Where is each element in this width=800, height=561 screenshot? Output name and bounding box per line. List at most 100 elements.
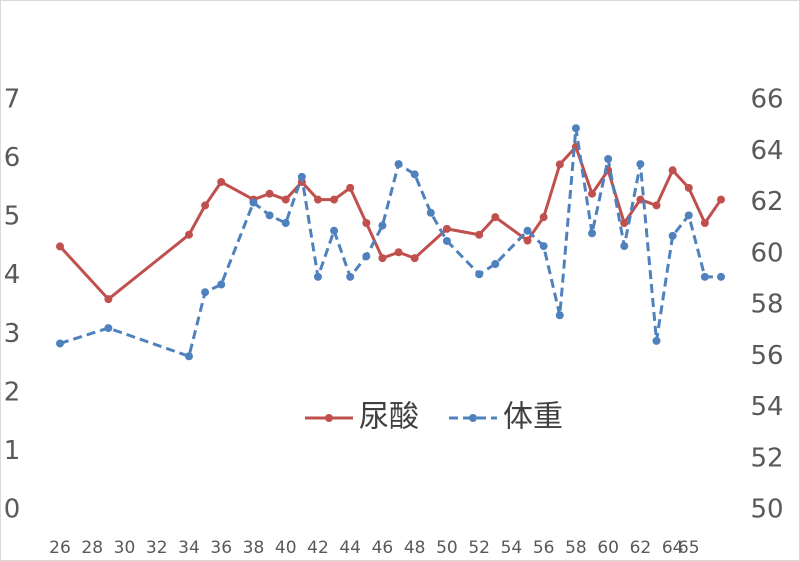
- data-point: [201, 201, 210, 210]
- data-point: [523, 226, 532, 235]
- x-tick-label: 40: [275, 538, 297, 558]
- y-tick-label: 0: [4, 495, 21, 525]
- x-tick-label: 50: [436, 538, 458, 558]
- data-point: [281, 195, 290, 204]
- data-point: [378, 254, 387, 263]
- data-point: [265, 211, 274, 220]
- x-tick-label: 36: [210, 538, 232, 558]
- data-point: [555, 311, 564, 320]
- data-point: [56, 242, 64, 251]
- legend-label: 体重: [503, 400, 563, 435]
- y2-tick-label: 58: [750, 290, 783, 320]
- y2-tick-label: 66: [750, 85, 783, 115]
- data-point: [717, 195, 725, 204]
- data-point: [217, 178, 226, 186]
- x-tick-label: 28: [81, 538, 103, 558]
- data-point: [249, 198, 258, 207]
- x-tick-label: 42: [307, 538, 329, 558]
- data-point: [217, 280, 226, 289]
- x-tick-label: 58: [565, 538, 587, 558]
- legend-marker: [325, 414, 333, 422]
- data-point: [475, 230, 484, 239]
- x-tick-label: 46: [372, 538, 394, 558]
- data-point: [378, 221, 387, 230]
- data-point: [620, 242, 629, 251]
- data-point: [346, 183, 355, 192]
- data-point: [652, 336, 661, 345]
- data-point: [104, 295, 113, 304]
- data-point: [265, 189, 274, 198]
- data-point: [184, 230, 193, 239]
- x-tick-label: 38: [243, 538, 265, 558]
- y-tick-label: 1: [4, 436, 21, 466]
- x-tick-label: 26: [49, 538, 71, 558]
- data-point: [346, 272, 355, 281]
- data-point: [394, 160, 403, 169]
- data-point: [297, 172, 306, 181]
- y2-tick-label: 56: [750, 341, 783, 371]
- data-point: [184, 352, 193, 361]
- x-tick-label: 44: [339, 538, 361, 558]
- data-point: [313, 272, 322, 281]
- data-point: [588, 229, 597, 238]
- data-point: [394, 248, 403, 257]
- y2-tick-label: 60: [750, 238, 783, 268]
- data-point: [523, 236, 532, 245]
- data-point: [684, 211, 693, 220]
- y-tick-label: 6: [4, 143, 21, 173]
- data-point: [636, 160, 645, 169]
- data-point: [668, 166, 677, 175]
- x-tick-label: 48: [404, 538, 426, 558]
- data-point: [588, 189, 597, 198]
- data-point: [56, 339, 64, 348]
- data-point: [571, 124, 580, 133]
- x-tick-label: 60: [597, 538, 619, 558]
- legend-marker: [469, 414, 477, 422]
- series-line: [59, 126, 721, 358]
- x-tick-label: 32: [146, 538, 168, 558]
- data-point: [604, 154, 613, 163]
- data-point: [362, 219, 371, 227]
- data-point: [539, 242, 548, 251]
- data-point: [475, 270, 484, 279]
- data-point: [201, 288, 210, 297]
- data-point: [700, 272, 709, 281]
- data-point: [555, 160, 564, 169]
- legend-label: 尿酸: [359, 400, 419, 435]
- data-point: [313, 195, 322, 204]
- y2-tick-label: 62: [750, 187, 783, 217]
- y2-tick-label: 54: [750, 392, 783, 422]
- x-tick-label: 34: [178, 538, 200, 558]
- x-tick-label: 65: [678, 538, 700, 558]
- y2-tick-label: 52: [750, 443, 783, 473]
- data-point: [104, 324, 113, 333]
- x-tick-label: 52: [468, 538, 490, 558]
- y-tick-label: 7: [4, 85, 21, 115]
- x-tick-label: 30: [114, 538, 136, 558]
- data-point: [491, 260, 500, 268]
- data-point: [426, 208, 435, 217]
- data-point: [442, 224, 451, 233]
- y-tick-label: 2: [4, 377, 21, 407]
- y-tick-label: 5: [4, 202, 21, 232]
- y2-tick-label: 50: [750, 495, 783, 525]
- data-point: [410, 170, 419, 179]
- data-point: [684, 183, 693, 192]
- y-tick-label: 3: [4, 319, 21, 349]
- data-point: [539, 213, 548, 222]
- x-tick-label: 64: [662, 538, 684, 558]
- data-point: [620, 219, 629, 227]
- data-point: [330, 195, 339, 204]
- data-point: [281, 219, 290, 227]
- data-point: [442, 236, 451, 245]
- x-tick-label: 56: [533, 538, 555, 558]
- data-point: [362, 252, 371, 261]
- data-point: [330, 226, 339, 235]
- data-point: [717, 272, 725, 281]
- y-tick-label: 4: [4, 260, 21, 290]
- data-point: [700, 219, 709, 227]
- data-point: [668, 231, 677, 240]
